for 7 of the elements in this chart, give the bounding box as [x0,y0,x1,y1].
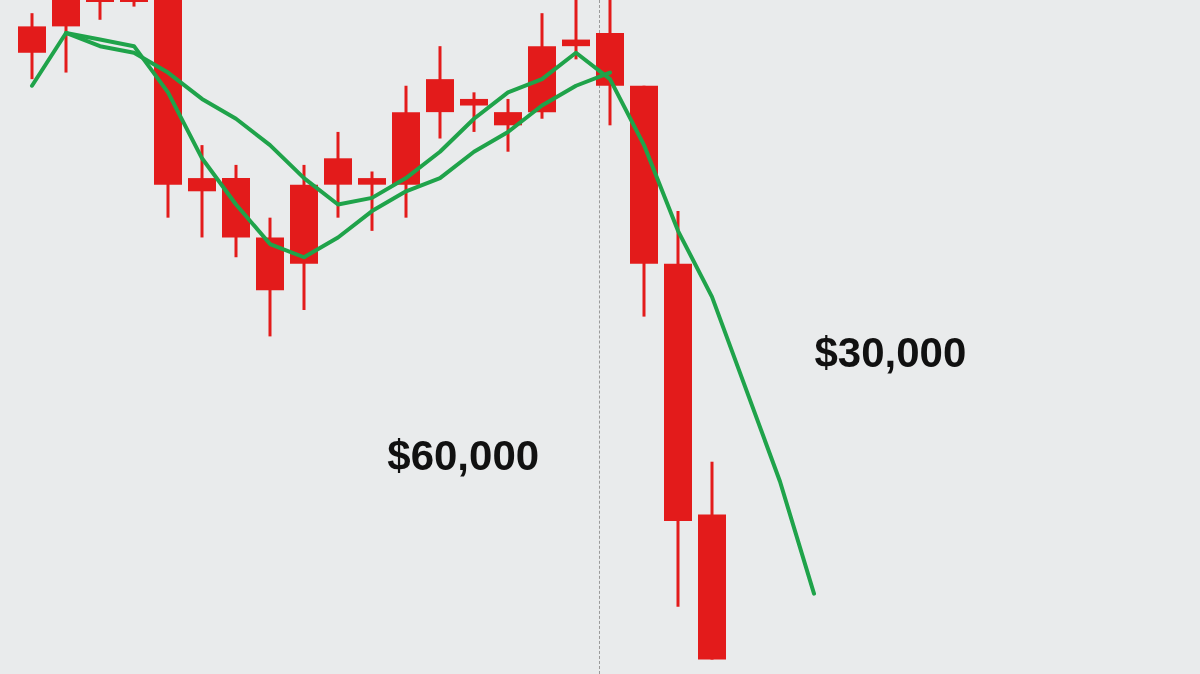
annotation: $60,000 [387,431,540,479]
candlestick [562,0,590,60]
candlestick [188,145,216,238]
candlestick [358,171,386,231]
candlestick [460,92,488,132]
annotation: $30,000 [814,328,967,376]
candlestick [86,0,114,20]
